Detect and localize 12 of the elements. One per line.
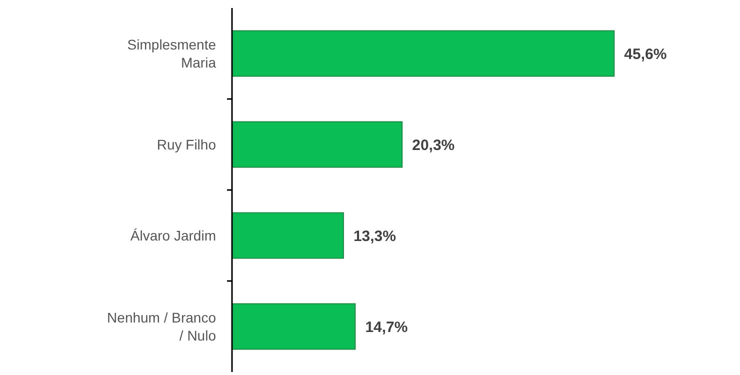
y-tick-label: Ruy Filho bbox=[156, 136, 216, 152]
data-label: 13,3% bbox=[353, 228, 396, 245]
data-label: 14,7% bbox=[365, 318, 408, 336]
bar bbox=[232, 303, 356, 350]
y-tick-label: Simplesmente Maria bbox=[127, 36, 216, 71]
y-tick-label: Álvaro Jardim bbox=[130, 227, 216, 244]
bar bbox=[232, 212, 344, 259]
data-label: 45,6% bbox=[624, 46, 667, 63]
bar bbox=[232, 30, 615, 77]
bar bbox=[232, 121, 403, 168]
data-label: 20,3% bbox=[412, 136, 455, 154]
y-tick-label: Nenhum / Branco / Nulo bbox=[107, 309, 216, 344]
